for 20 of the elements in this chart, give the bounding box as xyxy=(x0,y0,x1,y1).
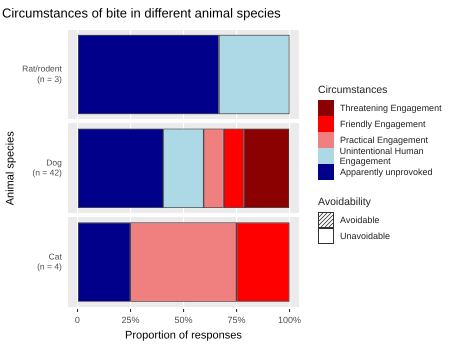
x-tick-label: 25% xyxy=(121,314,140,325)
text: Avoidability xyxy=(318,196,372,208)
legend-label: Practical Engagement xyxy=(340,135,428,145)
legend-label: Unintentional Human Engagement xyxy=(340,146,425,166)
legend-title: Circumstances xyxy=(318,84,388,96)
x-tick-label: 75% xyxy=(227,314,246,325)
chart-title: Circumstances of bite in different animal species xyxy=(2,5,282,20)
legend-label: Threatening Engagement xyxy=(340,103,442,113)
text: Unavoidable xyxy=(340,231,390,241)
y-axis-title: Animal species xyxy=(4,130,17,206)
y-tick-label: Cat (n = 4) xyxy=(37,251,63,272)
x-tick-label: 100% xyxy=(278,314,301,325)
x-tick-label: 50% xyxy=(174,314,192,325)
x-axis-title: Proportion of responses xyxy=(125,329,242,342)
x-tick-label: 0 xyxy=(74,314,80,325)
y-tick-label: Dog (n = 42) xyxy=(32,158,62,178)
legend-label: Friendly Engagement xyxy=(340,119,426,129)
text: Avoidable xyxy=(340,215,380,225)
y-tick-label: Rat/rodent (n = 3) xyxy=(22,64,63,84)
legend-label: Apparently unprovoked xyxy=(340,167,433,177)
